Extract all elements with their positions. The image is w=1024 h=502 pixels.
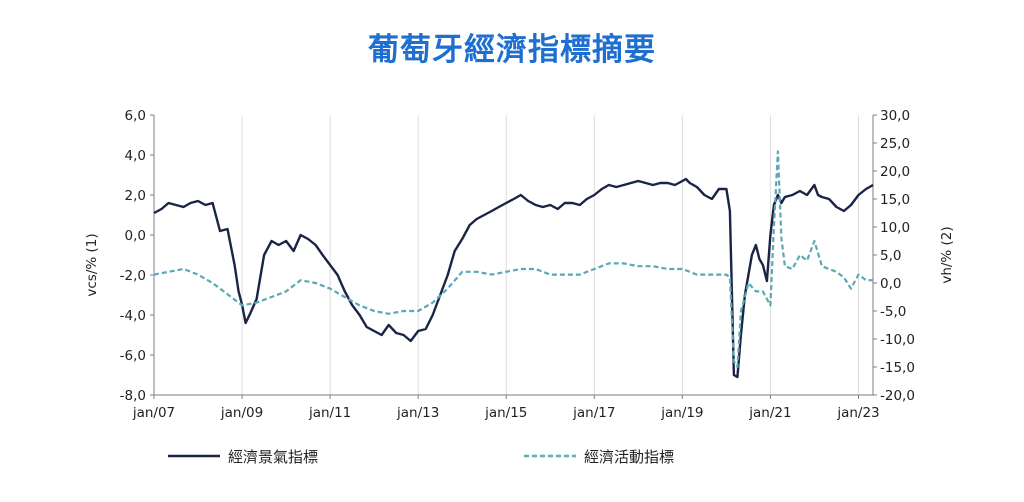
right-tick-label: -10,0 <box>880 332 915 348</box>
right-tick-label: 10,0 <box>880 220 910 236</box>
left-tick-label: -2,0 <box>120 268 146 284</box>
chart-title: 葡萄牙經濟指標摘要 <box>368 32 656 68</box>
x-tick-label: jan/15 <box>484 405 527 421</box>
right-tick-label: -15,0 <box>880 360 915 376</box>
series-line-1 <box>153 177 874 379</box>
right-tick-label: 15,0 <box>880 192 910 208</box>
right-axis-title: vh/% (2) <box>939 226 955 283</box>
left-axis-title: vcs/% (1) <box>84 233 100 296</box>
series-group <box>153 150 874 379</box>
left-tick-label: 0,0 <box>125 228 146 244</box>
right-tick-label: 30,0 <box>880 108 910 124</box>
left-tick-label: 4,0 <box>125 148 146 164</box>
right-tick-label: -5,0 <box>880 304 906 320</box>
legend: 經濟景氣指標 經濟活動指標 <box>168 448 674 466</box>
legend-label-2: 經濟活動指標 <box>584 448 674 466</box>
left-tick-label: -4,0 <box>120 308 146 324</box>
right-tick-label: 0,0 <box>880 276 901 292</box>
gridlines <box>241 115 859 395</box>
left-tick-label: 6,0 <box>125 108 146 124</box>
right-tick-label: 25,0 <box>880 136 910 152</box>
x-tick-label: jan/21 <box>748 405 791 421</box>
x-tick-label: jan/23 <box>836 405 879 421</box>
left-tick-label: -6,0 <box>120 348 146 364</box>
x-tick-label: jan/07 <box>132 405 175 421</box>
legend-label-1: 經濟景氣指標 <box>228 448 318 466</box>
right-tick-label: 20,0 <box>880 164 910 180</box>
left-axis-ticks: 6,0 4,0 2,0 0,0 -2,0 -4,0 -6,0 -8,0 <box>120 108 154 404</box>
x-tick-label: jan/09 <box>220 405 263 421</box>
right-axis-ticks: 30,0 25,0 20,0 15,0 10,0 5,0 0,0 -5,0 -10,0 -15,0… <box>873 108 915 404</box>
x-tick-label: jan/19 <box>660 405 703 421</box>
x-axis-ticks: jan/07 jan/09 jan/11 jan/13 jan/15 jan/17 jan/… <box>132 395 880 421</box>
x-tick-label: jan/13 <box>396 405 439 421</box>
right-tick-label: 5,0 <box>880 248 901 264</box>
axes <box>153 115 874 396</box>
x-tick-label: jan/17 <box>572 405 615 421</box>
series-line-2 <box>153 150 873 369</box>
left-tick-label: -8,0 <box>120 388 146 404</box>
left-tick-label: 2,0 <box>125 188 146 204</box>
x-tick-label: jan/11 <box>308 405 351 421</box>
right-tick-label: -20,0 <box>880 388 915 404</box>
